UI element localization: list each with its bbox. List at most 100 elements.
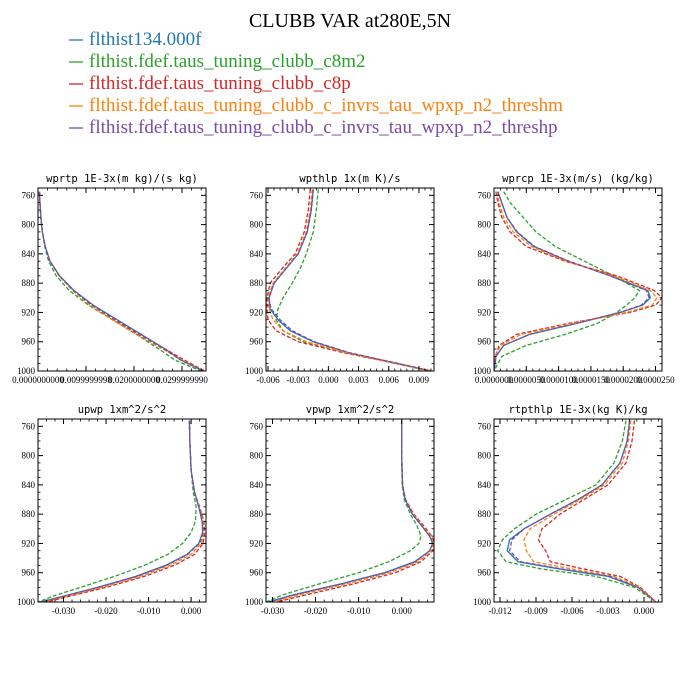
series-line <box>268 189 432 371</box>
y-tick-label: 1000 <box>17 366 36 376</box>
x-tick-label: -0.010 <box>137 606 161 616</box>
y-tick-label: 800 <box>478 451 492 461</box>
panel-frame <box>37 187 207 372</box>
y-tick-label: 960 <box>250 337 264 347</box>
series-line <box>494 191 662 371</box>
y-tick-label: 920 <box>250 307 264 317</box>
chart-panel: rtpthlp 1E-3x(kg K)/kg 760 800 840 880 920 960… <box>473 404 663 616</box>
y-tick-label: 880 <box>22 278 36 288</box>
panel-frame <box>493 418 663 603</box>
y-tick-label: 840 <box>22 480 36 490</box>
panel-title: wprcp 1E-3x(m/s) (kg/kg) <box>502 173 654 185</box>
y-tick-label: 920 <box>478 307 492 317</box>
y-tick-label: 960 <box>250 568 264 578</box>
y-tick-label: 840 <box>22 249 36 259</box>
y-tick-label: 960 <box>478 337 492 347</box>
y-tick-label: 760 <box>478 421 492 431</box>
legend-label: flthist134.000f <box>89 29 202 50</box>
legend-entry: flthist.fdef.taus_tuning_clubb_c8m2 <box>69 51 366 72</box>
series-line <box>38 191 204 371</box>
x-tick-label: 0.006 <box>379 375 400 385</box>
series-line <box>40 420 204 602</box>
series-line <box>275 189 430 371</box>
series-line <box>38 191 202 371</box>
y-tick-label: 760 <box>22 421 36 431</box>
x-tick-label: -0.006 <box>256 375 280 385</box>
y-tick-label: 760 <box>22 190 36 200</box>
x-tick-label: -0.020 <box>94 606 118 616</box>
series-line <box>268 189 432 371</box>
series-line <box>268 420 434 602</box>
panel-title: wpthlp 1x(m K)/s <box>299 173 400 185</box>
y-tick-label: 960 <box>22 568 36 578</box>
panels: wprtp 1E-3x(m kg)/(s kg) 760 800 840 880 920 9… <box>12 173 675 616</box>
y-tick-label: 800 <box>22 451 36 461</box>
y-tick-label: 880 <box>478 278 492 288</box>
legend: flthist134.000fflthist.fdef.taus_tuning_… <box>69 29 563 138</box>
panel-frame <box>37 418 207 603</box>
x-tick-label: 0.003 <box>348 375 369 385</box>
series-line <box>494 191 650 371</box>
y-tick-label: 1000 <box>17 597 36 607</box>
panel-title: wprtp 1E-3x(m kg)/(s kg) <box>46 173 198 185</box>
series-line <box>494 191 658 371</box>
series-line <box>537 420 657 602</box>
series-line <box>508 420 657 602</box>
chart-panel: wprtp 1E-3x(m kg)/(s kg) 760 800 840 880 920 9… <box>12 173 208 385</box>
x-tick-label: 0.0099999998 <box>60 375 112 385</box>
panel-title: upwp 1xm^2/s^2 <box>78 404 167 416</box>
series-line <box>523 420 657 602</box>
y-tick-label: 920 <box>22 538 36 548</box>
series-line <box>39 420 204 602</box>
legend-entry: flthist.fdef.taus_tuning_clubb_c_invrs_t… <box>69 95 563 116</box>
y-tick-label: 920 <box>478 538 492 548</box>
y-tick-label: 800 <box>22 220 36 230</box>
y-tick-label: 960 <box>22 337 36 347</box>
x-tick-label: -0.006 <box>560 606 584 616</box>
y-tick-label: 880 <box>250 509 264 519</box>
y-tick-label: 1000 <box>245 366 264 376</box>
series-line <box>266 189 433 371</box>
y-tick-label: 1000 <box>473 597 492 607</box>
y-tick-label: 920 <box>250 538 264 548</box>
legend-label: flthist.fdef.taus_tuning_clubb_c8p <box>89 73 351 94</box>
chart-panel: wpthlp 1x(m K)/s7608008408809209601000-0… <box>245 173 435 385</box>
x-tick-label: 0.0000050 <box>507 375 546 385</box>
series-line <box>46 420 206 602</box>
series-line <box>38 420 197 602</box>
y-tick-label: 760 <box>478 190 492 200</box>
series-line <box>494 191 641 371</box>
x-tick-label: -0.009 <box>524 606 548 616</box>
legend-entry: flthist.fdef.taus_tuning_clubb_c_invrs_t… <box>69 117 558 138</box>
figure-title: CLUBB VAR at280E,5N <box>249 10 451 32</box>
x-tick-label: 0.000 <box>392 606 413 616</box>
x-tick-label: 0.000 <box>634 606 655 616</box>
panel-frame <box>265 187 435 372</box>
y-tick-label: 760 <box>250 190 264 200</box>
x-tick-label: 0.0000250 <box>636 375 675 385</box>
y-tick-label: 1000 <box>473 366 492 376</box>
x-tick-label: 0.0000100 <box>539 375 578 385</box>
chart-panel: upwp 1xm^2/s^2 760 800 840 880 920 960 1000 -0.0… <box>17 404 207 616</box>
x-tick-label: 0.000 <box>181 606 202 616</box>
chart-panel: wprcp 1E-3x(m/s) (kg/kg) 760 800 840 880 920 9… <box>473 173 675 385</box>
x-tick-label: 0.0000200 <box>604 375 643 385</box>
y-tick-label: 880 <box>478 509 492 519</box>
series-line <box>267 420 434 602</box>
x-tick-label: -0.030 <box>261 606 285 616</box>
panel-title: vpwp 1xm^2/s^2 <box>306 404 395 416</box>
series-line <box>267 189 432 371</box>
panel-frame <box>493 187 663 372</box>
y-tick-label: 760 <box>250 421 264 431</box>
y-tick-label: 800 <box>478 220 492 230</box>
x-tick-label: 0.0200000000 <box>108 375 160 385</box>
y-tick-label: 960 <box>478 568 492 578</box>
y-tick-label: 920 <box>22 307 36 317</box>
legend-entry: flthist.fdef.taus_tuning_clubb_c8p <box>69 73 351 94</box>
x-tick-label: 0.0299999990 <box>156 375 208 385</box>
x-tick-label: 0.000 <box>318 375 339 385</box>
x-tick-label: -0.012 <box>488 606 511 616</box>
legend-entry: flthist134.000f <box>69 29 202 50</box>
y-tick-label: 1000 <box>245 597 264 607</box>
chart-panel: vpwp 1xm^2/s^27608008408809209601000-0.0… <box>245 404 435 616</box>
